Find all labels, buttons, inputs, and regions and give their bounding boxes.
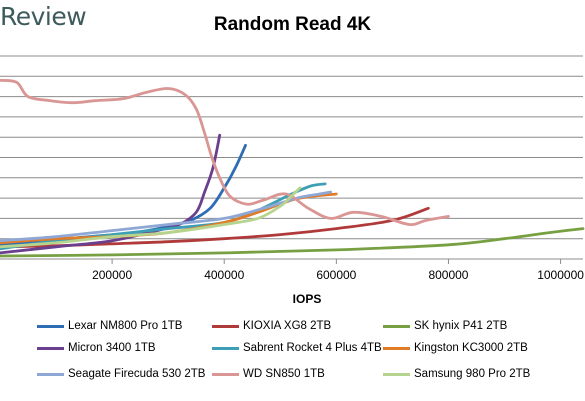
x-axis-label: IOPS <box>293 292 322 306</box>
x-tick-label: 600000 <box>316 268 356 282</box>
chart-title: Random Read 4K <box>213 14 372 35</box>
x-tick-label: 800000 <box>428 268 468 282</box>
series-line-2 <box>0 227 585 258</box>
series-line-7 <box>0 79 450 226</box>
series-lines <box>0 79 585 258</box>
gridlines <box>0 55 583 240</box>
x-tick-label: 200000 <box>92 268 132 282</box>
x-axis: 200000 400000 600000 800000 1000000 <box>0 258 584 282</box>
x-tick-label: 1000000 <box>537 268 584 282</box>
series-line-6 <box>0 190 333 243</box>
x-tick-label: 400000 <box>204 268 244 282</box>
series-line-8 <box>0 186 302 249</box>
brand-logo: Review <box>0 2 87 31</box>
